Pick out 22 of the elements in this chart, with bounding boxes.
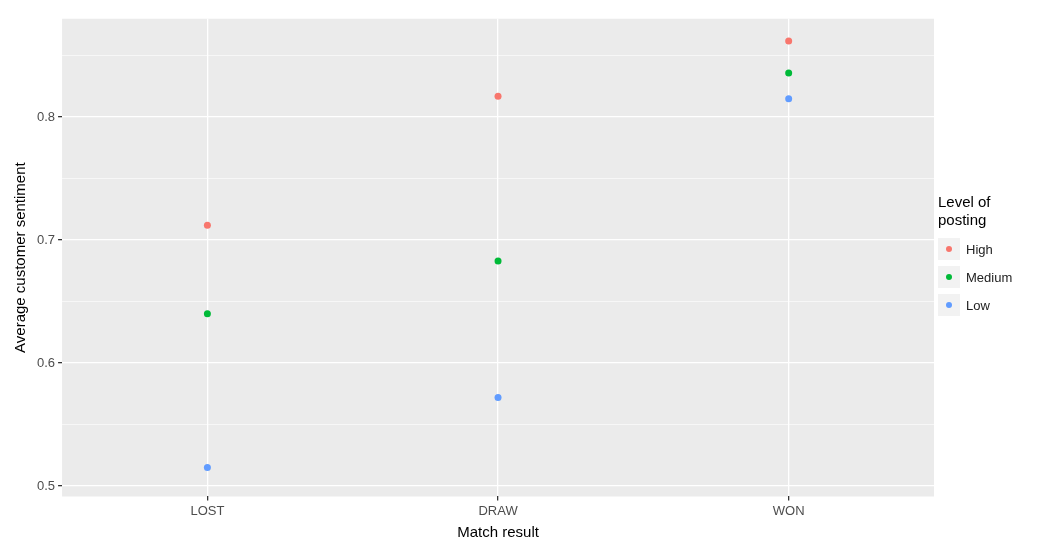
point [494,257,502,265]
y-tick-label: 0.5 [36,477,56,493]
point [785,69,793,77]
point [494,92,502,100]
x-axis-title: Match result [457,523,540,541]
point [203,221,211,229]
y-axis-title: Average customer sentiment [11,161,29,353]
legend-label: High [966,241,993,257]
legend-title: Level of posting [938,193,992,229]
point [785,37,793,45]
y-tick-label: 0.8 [36,108,56,124]
point [203,464,211,472]
x-tick-label: WON [772,502,805,518]
y-tick-label: 0.7 [36,231,56,247]
x-tick-label: LOST [190,502,225,518]
legend-label: Medium [966,269,1013,285]
point [494,393,502,401]
y-tick-label: 0.6 [36,354,56,370]
legend-label: Low [966,297,990,313]
point [785,95,793,103]
x-tick-label: DRAW [478,502,519,518]
point [203,310,211,318]
